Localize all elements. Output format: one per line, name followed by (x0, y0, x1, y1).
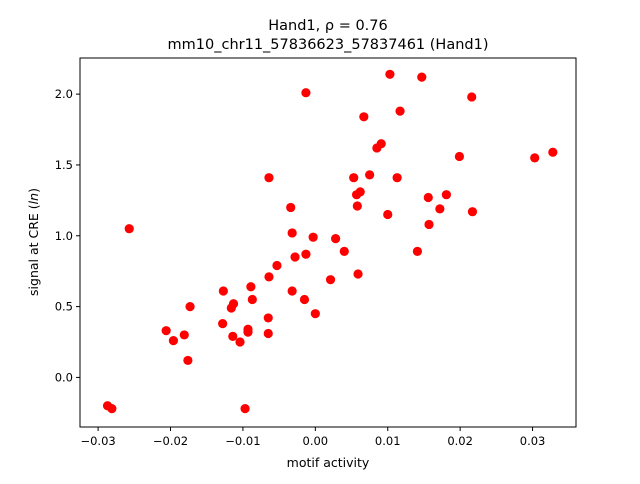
data-point-7 (185, 302, 195, 312)
points-layer (102, 69, 558, 414)
data-point-5 (179, 330, 189, 340)
x-tick-label-3: 0.00 (303, 434, 329, 448)
data-point-57 (467, 207, 478, 217)
chart-title-line2: mm10_chr11_57836623_57837461 (Hand1) (168, 37, 489, 53)
data-point-42 (365, 170, 375, 180)
data-point-47 (392, 173, 402, 183)
x-axis-ticks: −0.03 −0.02 −0.01 0.00 0.01 0.02 0.03 (80, 427, 545, 448)
data-point-28 (299, 294, 310, 305)
x-tick-label-5: 0.02 (447, 434, 473, 448)
y-axis-ticks: 0.0 0.5 1.0 1.5 2.0 (55, 87, 80, 384)
data-point-55 (454, 151, 465, 162)
data-point-45 (383, 209, 393, 220)
data-point-50 (417, 72, 427, 82)
data-point-17 (246, 282, 256, 292)
y-tick-label-4: 2.0 (55, 87, 73, 101)
data-point-8 (218, 319, 228, 329)
data-point-25 (287, 228, 297, 238)
data-point-27 (290, 252, 300, 262)
data-point-23 (272, 260, 282, 271)
data-point-18 (247, 294, 257, 305)
data-point-12 (228, 331, 238, 341)
data-point-1 (107, 403, 117, 414)
data-point-40 (355, 187, 365, 197)
data-point-33 (325, 275, 336, 285)
data-point-13 (235, 337, 245, 347)
data-point-51 (423, 192, 433, 203)
x-axis-label: motif activity (287, 455, 370, 470)
data-point-59 (548, 147, 558, 157)
y-tick-label-2: 1.0 (55, 229, 73, 243)
x-tick-label-1: −0.02 (153, 434, 188, 448)
data-point-2 (124, 224, 134, 234)
data-point-54 (441, 190, 451, 200)
data-point-6 (183, 355, 193, 366)
data-point-21 (264, 272, 274, 282)
data-point-32 (310, 309, 320, 319)
y-axis-label: signal at CRE (ln) (26, 188, 41, 296)
data-point-9 (218, 286, 228, 296)
y-tick-label-0: 0.0 (55, 370, 73, 384)
data-point-39 (353, 269, 363, 279)
data-point-26 (287, 286, 297, 296)
chart-title-line1: Hand1, ρ = 0.76 (268, 18, 387, 34)
data-point-16 (243, 327, 253, 337)
data-point-29 (301, 249, 311, 259)
y-axis-label-suffix: ) (26, 188, 41, 193)
plot-area-frame (79, 57, 577, 428)
data-point-48 (395, 106, 405, 116)
data-point-56 (467, 92, 477, 102)
data-point-53 (435, 204, 445, 214)
y-axis-label-italic: ln (26, 193, 41, 204)
data-point-24 (286, 202, 296, 213)
data-point-41 (359, 112, 369, 122)
data-point-49 (412, 246, 423, 256)
data-point-46 (385, 69, 395, 79)
data-point-20 (263, 328, 273, 339)
data-point-30 (301, 88, 311, 98)
data-point-3 (161, 326, 171, 336)
x-tick-label-0: −0.03 (80, 434, 115, 448)
x-tick-label-4: 0.01 (375, 434, 401, 448)
y-tick-label-3: 1.5 (55, 158, 73, 172)
data-point-4 (168, 335, 179, 346)
data-point-31 (308, 232, 318, 242)
data-point-38 (352, 201, 362, 211)
data-point-11 (228, 299, 239, 309)
data-point-22 (264, 173, 274, 183)
data-point-14 (240, 403, 250, 414)
x-tick-label-2: −0.01 (225, 434, 260, 448)
y-tick-label-1: 0.5 (55, 300, 73, 314)
data-point-19 (263, 313, 273, 323)
data-point-36 (349, 173, 359, 183)
x-tick-label-6: 0.03 (520, 434, 546, 448)
data-point-58 (530, 153, 540, 163)
data-point-44 (376, 139, 386, 149)
y-axis-label-prefix: signal at CRE ( (26, 204, 41, 296)
data-point-35 (339, 246, 349, 256)
data-point-34 (331, 234, 341, 244)
data-point-52 (424, 219, 434, 230)
